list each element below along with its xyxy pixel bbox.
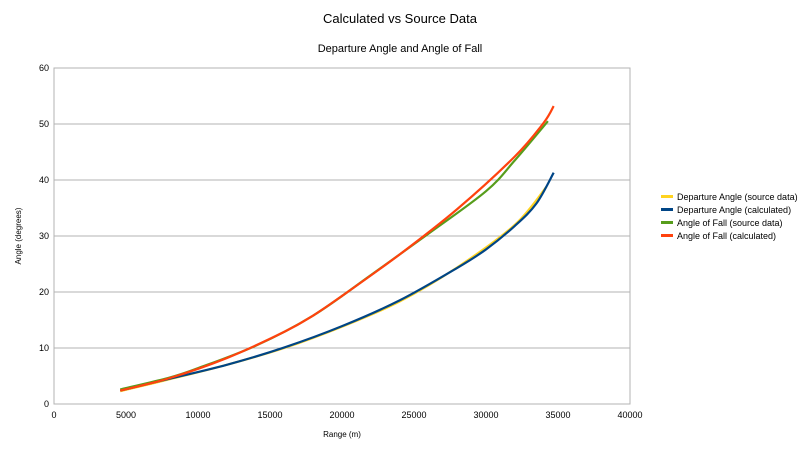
- legend-item: Departure Angle (calculated): [661, 203, 798, 216]
- y-tick-label: 50: [39, 119, 49, 129]
- legend-item: Angle of Fall (calculated): [661, 229, 798, 242]
- legend-label: Angle of Fall (calculated): [677, 230, 777, 241]
- legend-item: Departure Angle (source data): [661, 190, 798, 203]
- legend: Departure Angle (source data) Departure A…: [661, 190, 798, 242]
- y-tick-label: 10: [39, 343, 49, 353]
- series-line-angle-of-fall-source-data: [119, 120, 549, 391]
- y-tick-label: 60: [39, 63, 49, 73]
- x-tick-label: 10000: [185, 410, 210, 420]
- x-tick-label: 35000: [545, 410, 570, 420]
- tick-labels: 0 10 20 30 40 50 60 0 5000 10000 15000 20000 25000 30…: [39, 63, 643, 420]
- x-tick-label: 20000: [329, 410, 354, 420]
- legend-label: Departure Angle (source data): [677, 191, 798, 202]
- legend-swatch: [661, 208, 673, 211]
- chart-subtitle: Departure Angle and Angle of Fall: [317, 43, 483, 55]
- legend-swatch: [661, 195, 673, 198]
- x-tick-label: 25000: [401, 410, 426, 420]
- y-tick-label: 30: [39, 231, 49, 241]
- x-tick-label: 30000: [473, 410, 498, 420]
- y-tick-label: 20: [39, 287, 49, 297]
- legend-label: Angle of Fall (source data): [677, 217, 783, 228]
- legend-swatch: [661, 234, 673, 237]
- series-line-angle-of-fall-calculated: [119, 105, 555, 392]
- x-axis-label: Range (m): [323, 430, 361, 439]
- grid-layer: [54, 67, 630, 405]
- plot-area-border: [53, 67, 631, 405]
- y-axis-label: Angle (degrees): [14, 207, 23, 264]
- legend-swatch: [661, 221, 673, 224]
- series-line-departure-angle-calculated: [119, 172, 555, 392]
- x-tick-label: 5000: [116, 410, 136, 420]
- series-line-departure-angle-source-data: [119, 186, 548, 393]
- x-tick-label: 15000: [257, 410, 282, 420]
- legend-item: Angle of Fall (source data): [661, 216, 798, 229]
- chart-title: Calculated vs Source Data: [323, 11, 477, 26]
- y-tick-label: 40: [39, 175, 49, 185]
- y-tick-label: 0: [44, 399, 49, 409]
- series-layer: [119, 105, 555, 393]
- x-tick-label: 40000: [617, 410, 642, 420]
- x-tick-label: 0: [51, 410, 56, 420]
- legend-label: Departure Angle (calculated): [677, 204, 792, 215]
